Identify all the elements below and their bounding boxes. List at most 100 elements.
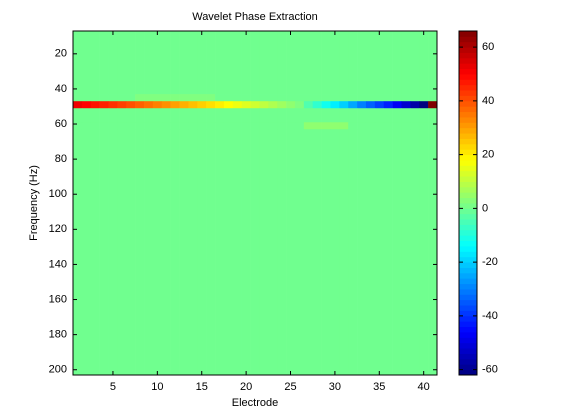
colorbar-swatch — [459, 294, 477, 301]
colorbar-tick-label: 40 — [482, 95, 494, 107]
heatmap-cell — [90, 31, 100, 95]
colorbar-swatch — [459, 100, 477, 107]
heatmap-cell — [410, 129, 420, 376]
heatmap-cell — [250, 108, 260, 123]
heatmap-cell — [374, 31, 385, 95]
colorbar-swatch — [459, 181, 477, 188]
x-tick-label: 5 — [110, 381, 116, 393]
heatmap-cell — [419, 94, 429, 102]
heatmap-cell — [357, 101, 367, 109]
heatmap-cell — [410, 31, 420, 95]
heatmap-cell — [286, 101, 296, 109]
heatmap-cell — [179, 101, 189, 109]
heatmap-cell — [286, 31, 296, 95]
heatmap-cell — [357, 122, 367, 130]
heatmap-cell — [348, 108, 358, 123]
heatmap-cell — [428, 101, 438, 109]
heatmap-cell — [374, 94, 385, 102]
colorbar-swatch — [459, 235, 477, 242]
heatmap-cell — [99, 31, 109, 95]
colorbar-tick-label: -60 — [482, 364, 498, 376]
colorbar-swatch — [459, 117, 477, 123]
y-tick-label: 100 — [49, 188, 67, 200]
heatmap-cell — [321, 108, 331, 123]
heatmap-cell — [73, 108, 83, 123]
colorbar-swatch — [459, 240, 477, 247]
heatmap-cell — [117, 101, 127, 109]
heatmap-cell — [339, 101, 349, 109]
y-tick-label: 160 — [49, 293, 67, 305]
colorbar-frame — [458, 30, 478, 376]
heatmap-cell — [215, 108, 225, 123]
chart-title: Wavelet Phase Extraction — [192, 11, 318, 23]
heatmap-cell — [268, 94, 278, 102]
heatmap-cell — [241, 108, 251, 123]
heatmap-cell — [223, 122, 234, 130]
y-tick-label: 140 — [49, 258, 67, 270]
heatmap-cell — [339, 31, 349, 95]
colorbar-swatch — [459, 111, 477, 118]
heatmap-cell — [428, 122, 438, 130]
colorbar-swatch — [459, 310, 477, 317]
heatmap-cell — [161, 101, 171, 109]
heatmap-cell — [188, 94, 198, 102]
colorbar-swatch — [459, 364, 477, 371]
heatmap-cell — [312, 129, 322, 376]
heatmap-cell — [374, 108, 385, 123]
heatmap-cell — [419, 108, 429, 123]
heatmap-cell — [206, 122, 216, 130]
heatmap-cell — [188, 101, 198, 109]
heatmap-cell — [339, 94, 349, 102]
heatmap-cell — [410, 94, 420, 102]
heatmap-cell — [303, 108, 314, 123]
heatmap-cell — [90, 101, 100, 109]
heatmap-cell — [303, 101, 314, 109]
heatmap-cell — [99, 101, 109, 109]
heatmap-cell — [81, 31, 92, 95]
heatmap-cell — [126, 101, 136, 109]
heatmap-cell — [197, 94, 207, 102]
heatmap-cell — [215, 101, 225, 109]
colorbar-swatch — [459, 289, 477, 295]
heatmap-cell — [392, 129, 402, 376]
heatmap-cell — [144, 31, 154, 95]
heatmap-cell — [126, 129, 136, 376]
heatmap-cell — [392, 101, 402, 109]
colorbar-swatch — [459, 369, 477, 376]
heatmap-cell — [81, 101, 92, 109]
heatmap-cell — [330, 31, 340, 95]
heatmap-cell — [241, 101, 251, 109]
colorbar-swatch — [459, 305, 477, 311]
heatmap-cell — [73, 129, 83, 376]
plot-frame — [72, 30, 438, 376]
heatmap-cell — [312, 31, 322, 95]
colorbar-swatch — [459, 95, 477, 102]
heatmap-cell — [206, 108, 216, 123]
heatmap-cell — [108, 94, 118, 102]
heatmap-cell — [161, 129, 171, 376]
heatmap-cell — [383, 122, 393, 130]
colorbar-swatch — [459, 224, 477, 231]
colorbar-tick-label: 60 — [482, 41, 494, 53]
heatmap-cell — [108, 31, 118, 95]
x-axis-label: Electrode — [232, 397, 278, 409]
heatmap-cell — [215, 122, 225, 130]
heatmap-cell — [259, 122, 269, 130]
heatmap-cell — [392, 31, 402, 95]
heatmap-cell — [179, 94, 189, 102]
heatmap-cell — [90, 129, 100, 376]
heatmap-cell — [365, 31, 376, 95]
heatmap-cell — [73, 122, 83, 130]
heatmap-cell — [232, 101, 242, 109]
heatmap-cell — [90, 122, 100, 130]
heatmap-cell — [330, 108, 340, 123]
colorbar-swatch — [459, 332, 477, 338]
heatmap-cell — [223, 129, 234, 376]
heatmap-cell — [339, 129, 349, 376]
colorbar-tick-label: 0 — [482, 202, 488, 214]
heatmap-cell — [144, 101, 154, 109]
heatmap-cell — [170, 108, 180, 123]
heatmap-cell — [357, 94, 367, 102]
colorbar-swatch — [459, 315, 477, 322]
heatmap-cell — [90, 108, 100, 123]
